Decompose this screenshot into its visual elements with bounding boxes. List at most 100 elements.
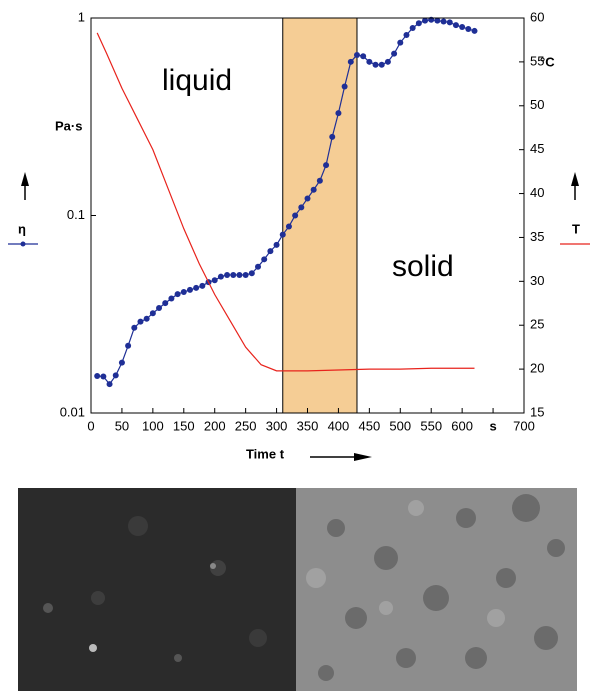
data-point	[360, 53, 367, 60]
eta-arrow	[21, 172, 29, 200]
photo-liquid-texture	[43, 516, 267, 662]
x-tick-label: 100	[142, 418, 164, 433]
data-point	[143, 315, 150, 322]
x-tick-label: 500	[389, 418, 411, 433]
data-point	[335, 110, 342, 117]
annotation: solid	[392, 250, 454, 283]
y2-tick-label: 45	[530, 141, 544, 156]
y2-axis-label: °C	[540, 54, 555, 69]
photo-solid-texture	[306, 494, 565, 681]
data-point	[434, 17, 441, 24]
data-point	[471, 27, 478, 34]
y2-tick-label: 50	[530, 97, 544, 112]
data-point	[112, 372, 119, 379]
data-point	[409, 24, 416, 31]
data-point	[316, 177, 323, 184]
data-point	[180, 288, 187, 295]
x-tick-label: 50	[115, 418, 129, 433]
data-point	[384, 58, 391, 65]
x-axis-label: Time t	[246, 446, 285, 461]
data-point	[94, 372, 101, 379]
data-point	[341, 83, 348, 90]
y2-tick-label: 55	[530, 53, 544, 68]
data-point	[100, 373, 107, 380]
data-point	[131, 324, 138, 331]
data-point	[156, 305, 163, 312]
chart: 0 50 100 150 200 250 300 350 400 450 500 550 600 s 700…	[8, 9, 590, 461]
t-arrow	[571, 172, 579, 200]
x-tick-label: s	[489, 418, 496, 433]
data-point	[174, 291, 181, 298]
data-point	[118, 359, 125, 366]
x-arrow	[310, 453, 372, 461]
legend-label: η	[18, 221, 26, 236]
data-point	[391, 50, 398, 57]
data-point	[137, 318, 144, 325]
x-tick-label: 450	[359, 418, 381, 433]
y2-tick-label: 15	[530, 404, 544, 419]
data-point	[236, 271, 243, 278]
data-point	[459, 24, 466, 31]
data-point	[415, 20, 422, 27]
x-tick-label: 550	[420, 418, 442, 433]
data-point	[255, 263, 262, 270]
photo-liquid	[18, 488, 296, 691]
data-point	[162, 300, 169, 307]
x-tick-label: 400	[328, 418, 350, 433]
x-tick-label: 350	[297, 418, 319, 433]
y2-tick-label: 25	[530, 317, 544, 332]
data-point	[149, 310, 156, 317]
x-tick-label: 150	[173, 418, 195, 433]
data-point	[217, 273, 224, 280]
data-point	[329, 133, 336, 140]
data-point	[168, 295, 175, 302]
data-point	[199, 282, 206, 289]
x-tick-label: 700	[513, 418, 535, 433]
legend-label: T	[572, 221, 580, 236]
data-point	[242, 271, 249, 278]
data-point	[125, 342, 132, 349]
data-point	[446, 19, 453, 26]
y-tick-label: 1	[78, 9, 85, 24]
y2-tick-label: 20	[530, 361, 544, 376]
data-point	[366, 58, 373, 65]
data-point	[353, 51, 360, 58]
data-point	[224, 271, 231, 278]
data-point	[279, 231, 286, 238]
data-point	[310, 186, 317, 193]
data-point	[452, 22, 459, 29]
data-point	[347, 58, 354, 65]
data-point	[323, 162, 330, 169]
photo-solid	[296, 488, 577, 691]
series-line	[96, 32, 475, 372]
x-tick-label: 300	[266, 418, 288, 433]
legend-marker	[20, 241, 26, 247]
data-point	[106, 381, 113, 388]
data-point	[211, 277, 218, 284]
data-point	[230, 271, 237, 278]
data-point	[378, 61, 385, 68]
y2-tick-label: 30	[530, 273, 544, 288]
data-point	[248, 270, 255, 277]
annotation: liquid	[162, 64, 232, 97]
data-point	[397, 39, 404, 46]
data-point	[372, 61, 379, 68]
y-tick-label: 0.01	[60, 404, 85, 419]
y2-tick-label: 35	[530, 229, 544, 244]
y2-tick-label: 40	[530, 185, 544, 200]
x-tick-label: 200	[204, 418, 226, 433]
data-point	[422, 17, 429, 24]
foreground-layer: 0 50 100 150 200 250 300 350 400 450 500 550 600 s 700…	[8, 9, 590, 433]
x-tick-label: 250	[235, 418, 257, 433]
data-point	[186, 286, 193, 293]
data-point	[465, 25, 472, 32]
y-axis-label: Pa·s	[55, 118, 82, 133]
data-point	[273, 241, 280, 248]
data-point	[193, 284, 200, 291]
y2-tick-label: 60	[530, 9, 544, 24]
data-point	[440, 18, 447, 25]
data-point	[285, 223, 292, 230]
data-point	[261, 256, 268, 263]
x-tick-label: 600	[451, 418, 473, 433]
